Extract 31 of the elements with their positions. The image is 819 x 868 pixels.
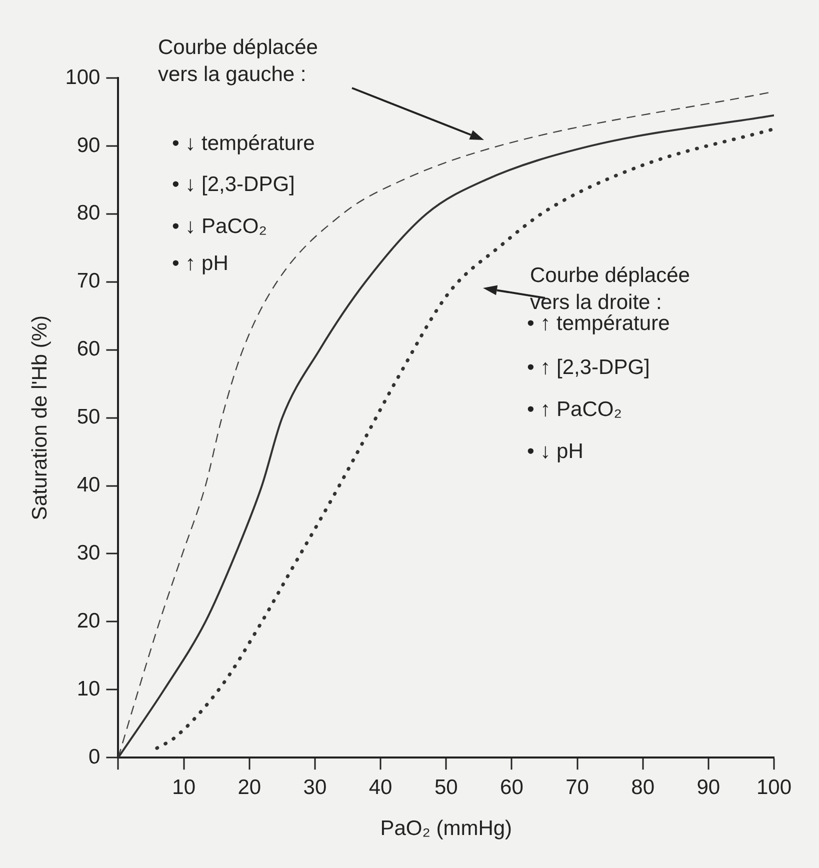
y-tick-label: 50 xyxy=(76,406,100,429)
annotation: • ↓ PaCO₂ xyxy=(172,214,267,240)
annotation: • ↑ pH xyxy=(172,251,228,277)
annotation: • ↑ [2,3-DPG] xyxy=(527,355,650,381)
y-tick-label: 10 xyxy=(76,677,100,700)
annotation: • ↑ PaCO₂ xyxy=(527,397,622,423)
x-tick-label: 100 xyxy=(756,776,792,799)
x-tick-label: 40 xyxy=(368,776,392,799)
y-tick-label: 40 xyxy=(76,474,100,497)
y-tick-label: 70 xyxy=(76,270,100,293)
x-tick-label: 20 xyxy=(238,776,262,799)
x-tick-label: 70 xyxy=(566,776,589,799)
x-tick-label: 10 xyxy=(172,776,196,799)
y-tick-label: 100 xyxy=(65,66,100,89)
y-tick-label: 20 xyxy=(76,609,100,632)
x-tick-label: 50 xyxy=(434,776,458,799)
y-axis-title: Saturation de l'Hb (%) xyxy=(28,315,52,520)
y-tick-label: 30 xyxy=(76,542,100,565)
x-tick-label: 60 xyxy=(500,776,524,799)
annotation: • ↓ pH xyxy=(527,439,584,465)
y-tick-label: 60 xyxy=(76,338,100,361)
annotation: • ↓ [2,3-DPG] xyxy=(172,172,295,198)
y-tick-label: 90 xyxy=(76,134,100,157)
annotation: Courbe déplacée vers la gauche : xyxy=(158,35,319,88)
annotation: • ↓ température xyxy=(172,131,315,157)
y-tick-label: 80 xyxy=(76,202,100,225)
y-tick-label: 0 xyxy=(88,745,100,768)
x-tick-label: 80 xyxy=(631,776,655,799)
x-tick-label: 90 xyxy=(696,776,720,799)
x-tick-label: 30 xyxy=(303,776,327,799)
x-axis-title: PaO₂ (mmHg) xyxy=(380,817,512,840)
